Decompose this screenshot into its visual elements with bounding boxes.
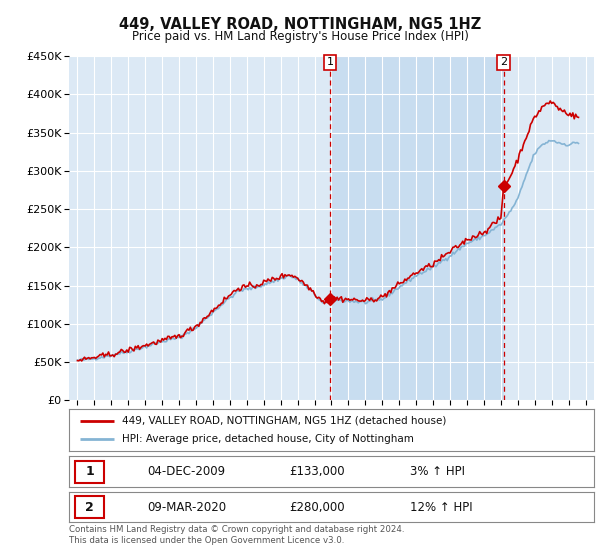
- Text: 449, VALLEY ROAD, NOTTINGHAM, NG5 1HZ: 449, VALLEY ROAD, NOTTINGHAM, NG5 1HZ: [119, 17, 481, 32]
- FancyBboxPatch shape: [76, 496, 104, 518]
- Text: £133,000: £133,000: [290, 465, 345, 478]
- Text: 449, VALLEY ROAD, NOTTINGHAM, NG5 1HZ (detached house): 449, VALLEY ROAD, NOTTINGHAM, NG5 1HZ (d…: [121, 416, 446, 426]
- Text: 3% ↑ HPI: 3% ↑ HPI: [410, 465, 465, 478]
- Text: 12% ↑ HPI: 12% ↑ HPI: [410, 501, 473, 514]
- Text: £280,000: £280,000: [290, 501, 345, 514]
- Text: 1: 1: [85, 465, 94, 478]
- Text: 04-DEC-2009: 04-DEC-2009: [148, 465, 226, 478]
- Text: 09-MAR-2020: 09-MAR-2020: [148, 501, 227, 514]
- Text: Price paid vs. HM Land Registry's House Price Index (HPI): Price paid vs. HM Land Registry's House …: [131, 30, 469, 43]
- Bar: [330, 56, 503, 400]
- Text: 2: 2: [500, 57, 507, 67]
- Text: HPI: Average price, detached house, City of Nottingham: HPI: Average price, detached house, City…: [121, 434, 413, 444]
- Text: 1: 1: [326, 57, 334, 67]
- FancyBboxPatch shape: [76, 461, 104, 483]
- Text: 2: 2: [85, 501, 94, 514]
- Text: Contains HM Land Registry data © Crown copyright and database right 2024.
This d: Contains HM Land Registry data © Crown c…: [69, 525, 404, 545]
